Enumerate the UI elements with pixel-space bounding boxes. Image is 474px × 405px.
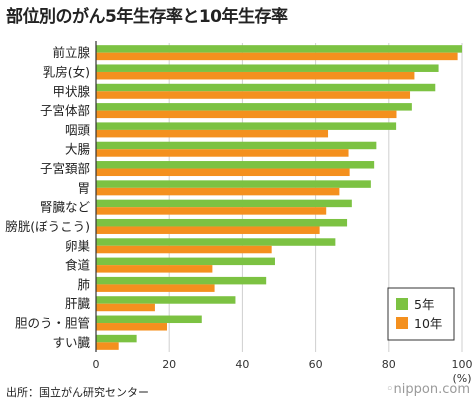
- bar-ten-year: [96, 207, 327, 215]
- bar-five-year: [96, 180, 371, 188]
- bar-ten-year: [96, 110, 397, 119]
- bar-five-year: [96, 334, 137, 343]
- bar-five-year: [96, 122, 397, 130]
- bar-five-year: [96, 218, 348, 227]
- legend-box: [387, 287, 455, 341]
- source-note: 出所：国立がん研究センター: [6, 386, 149, 399]
- x-tick-label: 20: [162, 358, 176, 371]
- bar-ten-year: [96, 71, 415, 80]
- x-tick-label: 60: [309, 358, 323, 371]
- category-label: 子宮頚部: [40, 161, 90, 176]
- category-label: 卵巣: [65, 238, 91, 253]
- bar-ten-year: [96, 187, 340, 196]
- legend-swatch: [396, 298, 408, 310]
- legend-swatch: [396, 317, 408, 329]
- category-label: 前立腺: [52, 45, 90, 60]
- category-label: 食道: [65, 258, 91, 273]
- bar-ten-year: [96, 52, 458, 61]
- category-label: 肝臓: [65, 296, 91, 311]
- category-label: 乳房(女): [43, 64, 90, 79]
- brand-text: nippon.com: [393, 382, 470, 397]
- bar-five-year: [96, 83, 436, 92]
- bar-five-year: [96, 296, 236, 304]
- bar-five-year: [96, 315, 202, 324]
- x-tick-label: 40: [235, 358, 249, 371]
- bar-five-year: [96, 257, 275, 266]
- bar-five-year: [96, 103, 412, 111]
- bar-ten-year: [96, 226, 320, 234]
- bar-five-year: [96, 199, 352, 208]
- x-tick-label: 100: [452, 358, 473, 371]
- bar-ten-year: [96, 323, 168, 331]
- category-label: 子宮体部: [40, 103, 90, 118]
- chart-title: 部位別のがん5年生存率と10年生存率: [6, 7, 288, 27]
- bar-ten-year: [96, 168, 350, 177]
- x-tick-label: 0: [93, 358, 100, 371]
- bar-ten-year: [96, 284, 215, 292]
- x-tick-label: 80: [382, 358, 396, 371]
- legend-label: 5年: [414, 297, 434, 312]
- legend-label: 10年: [414, 316, 442, 331]
- category-label: すい臓: [52, 335, 90, 350]
- category-label: 甲状腺: [52, 84, 90, 99]
- category-label: 咽頭: [65, 122, 91, 137]
- bar-ten-year: [96, 265, 213, 273]
- bar-five-year: [96, 64, 439, 72]
- bar-ten-year: [96, 149, 349, 157]
- category-label: 肺: [77, 277, 90, 292]
- category-label: 胃: [77, 180, 90, 195]
- brand-logo: ◦nippon.com: [385, 382, 470, 397]
- bar-five-year: [96, 238, 336, 246]
- category-label: 膀胱(ぼうこう): [5, 219, 90, 234]
- bar-ten-year: [96, 129, 329, 138]
- bar-ten-year: [96, 303, 155, 312]
- category-label: 大腸: [65, 142, 91, 157]
- category-label: 腎臓など: [40, 200, 91, 215]
- bar-ten-year: [96, 245, 272, 254]
- bar-ten-year: [96, 342, 119, 350]
- bar-ten-year: [96, 91, 411, 99]
- bar-five-year: [96, 276, 267, 285]
- bar-five-year: [96, 161, 375, 169]
- bar-five-year: [96, 141, 377, 150]
- bar-five-year: [96, 45, 462, 53]
- x-axis-unit: (%): [452, 372, 471, 385]
- category-label: 胆のう・胆管: [15, 316, 90, 331]
